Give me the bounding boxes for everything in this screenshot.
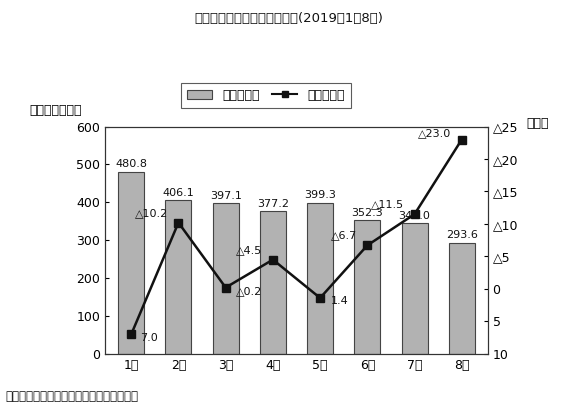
Y-axis label: （％）: （％） [526, 118, 549, 131]
Bar [118, 172, 144, 354]
Text: △10.2: △10.2 [135, 208, 168, 218]
Text: △0.2: △0.2 [236, 286, 262, 296]
Bar [213, 204, 239, 354]
Text: 406.1: 406.1 [162, 188, 194, 198]
Bar [402, 223, 428, 354]
Text: △23.0: △23.0 [418, 128, 451, 138]
Text: △6.7: △6.7 [331, 231, 357, 241]
Bar [449, 243, 475, 354]
Bar [354, 220, 380, 354]
Text: 397.1: 397.1 [210, 191, 242, 201]
Legend: 小売売上高, 前年同月比: 小売売上高, 前年同月比 [181, 83, 351, 108]
Text: 480.8: 480.8 [115, 160, 147, 169]
Text: 344.0: 344.0 [399, 211, 431, 221]
Text: （出所）香港政府統計処からジェトロ作成: （出所）香港政府統計処からジェトロ作成 [6, 390, 139, 403]
Bar [260, 211, 286, 354]
Y-axis label: （億香港ドル）: （億香港ドル） [29, 105, 82, 118]
Bar [165, 200, 191, 354]
Text: 図　香港の小売売上高の推移(2019年1～8月): 図 香港の小売売上高の推移(2019年1～8月) [195, 12, 383, 25]
Text: 399.3: 399.3 [304, 190, 336, 200]
Text: 377.2: 377.2 [257, 199, 289, 209]
Text: △4.5: △4.5 [236, 245, 262, 255]
Text: △11.5: △11.5 [371, 199, 404, 210]
Text: 293.6: 293.6 [446, 230, 477, 240]
Text: 1.4: 1.4 [331, 296, 349, 306]
Text: 352.3: 352.3 [351, 208, 383, 218]
Bar [307, 203, 333, 354]
Text: 7.0: 7.0 [140, 333, 157, 343]
